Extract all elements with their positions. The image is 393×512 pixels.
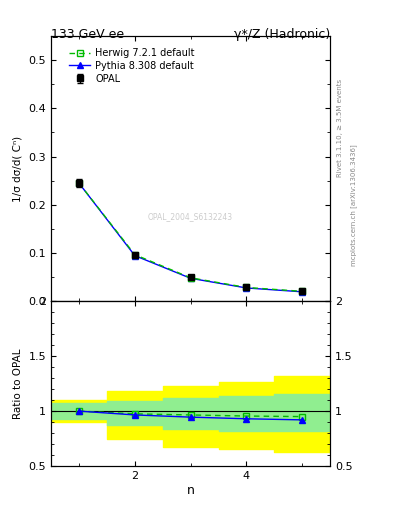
Herwig 7.2.1 default [188, 275, 193, 281]
Herwig 7.2.1 default [300, 288, 305, 294]
Pythia 8.308 default [77, 180, 81, 186]
Text: OPAL_2004_S6132243: OPAL_2004_S6132243 [148, 212, 233, 221]
Text: mcplots.cern.ch [arXiv:1306.3436]: mcplots.cern.ch [arXiv:1306.3436] [350, 144, 357, 266]
Pythia 8.308 default [244, 285, 249, 291]
Herwig 7.2.1 default [132, 251, 137, 258]
Pythia 8.308 default [300, 289, 305, 295]
Line: Pythia 8.308 default: Pythia 8.308 default [76, 180, 305, 295]
Y-axis label: 1/σ dσ/d( Cⁿ): 1/σ dσ/d( Cⁿ) [13, 136, 23, 202]
Line: Herwig 7.2.1 default: Herwig 7.2.1 default [76, 180, 305, 294]
Text: Rivet 3.1.10, ≥ 3.5M events: Rivet 3.1.10, ≥ 3.5M events [337, 79, 343, 177]
X-axis label: n: n [187, 483, 195, 497]
Herwig 7.2.1 default [77, 180, 81, 186]
Pythia 8.308 default [132, 252, 137, 259]
Y-axis label: Ratio to OPAL: Ratio to OPAL [13, 349, 23, 419]
Herwig 7.2.1 default [244, 284, 249, 290]
Legend: Herwig 7.2.1 default, Pythia 8.308 default, OPAL: Herwig 7.2.1 default, Pythia 8.308 defau… [67, 46, 197, 86]
Pythia 8.308 default [188, 275, 193, 282]
Text: 133 GeV ee: 133 GeV ee [51, 28, 124, 41]
Text: γ*/Z (Hadronic): γ*/Z (Hadronic) [234, 28, 330, 41]
